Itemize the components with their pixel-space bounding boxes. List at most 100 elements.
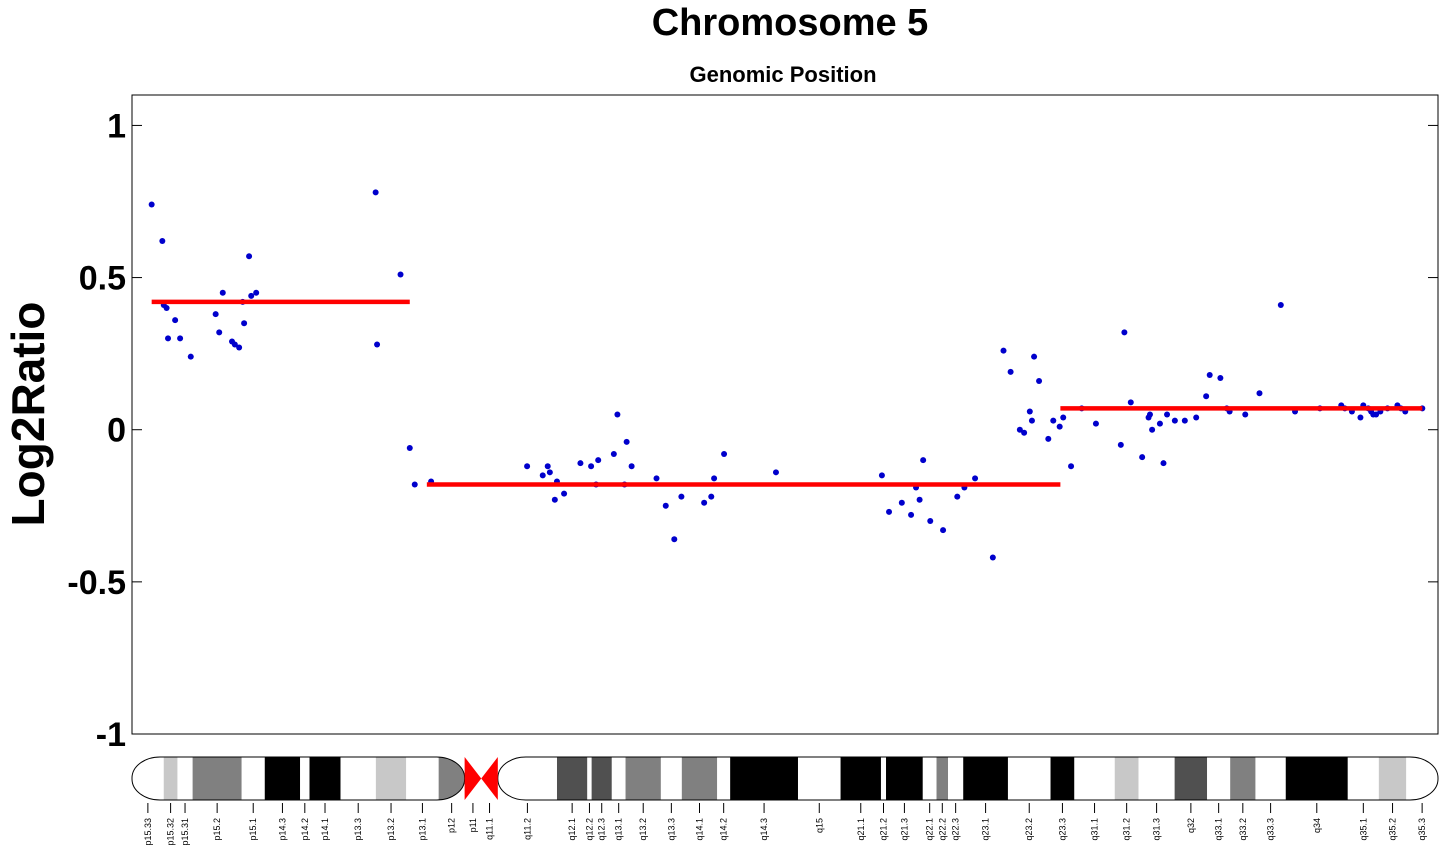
data-point — [940, 527, 947, 534]
ideogram-band — [1114, 757, 1139, 800]
data-point — [1357, 414, 1364, 421]
data-point — [163, 305, 170, 311]
band-label: q11.2 — [522, 818, 532, 840]
data-point — [623, 438, 630, 445]
band-label: p15.32 — [166, 818, 176, 846]
data-point — [1156, 420, 1163, 427]
data-point — [1242, 411, 1249, 418]
band-label: q31.1 — [1090, 818, 1100, 841]
band-label: q13.2 — [638, 818, 648, 841]
data-point — [1217, 374, 1224, 381]
band-label: p13.1 — [417, 818, 427, 841]
data-point — [1092, 420, 1099, 427]
band-label: q22.2 — [937, 818, 947, 841]
band-label: p15.31 — [180, 818, 190, 846]
data-point — [1021, 429, 1028, 436]
data-point — [1036, 378, 1043, 385]
data-point — [411, 481, 418, 488]
data-point — [653, 475, 660, 482]
band-label: q14.3 — [759, 818, 769, 841]
ideogram-band — [1230, 757, 1256, 800]
data-point — [172, 317, 179, 324]
data-point — [972, 475, 979, 482]
chromosome-ideogram — [131, 756, 1439, 801]
band-label: q22.1 — [925, 818, 935, 841]
band-label: p14.1 — [320, 818, 330, 841]
data-point — [1181, 417, 1188, 424]
band-label: p13.2 — [386, 818, 396, 841]
band-label: q23.2 — [1024, 818, 1034, 841]
data-point — [148, 201, 155, 208]
band-label: p14.2 — [300, 818, 310, 841]
band-label: q34 — [1312, 818, 1322, 833]
data-point — [406, 444, 413, 451]
segment-lines — [151, 299, 1423, 487]
data-point — [1146, 411, 1153, 418]
ideogram-band — [1255, 757, 1286, 800]
centromere-q — [481, 757, 498, 800]
data-point — [1193, 414, 1200, 421]
data-point — [1121, 329, 1128, 336]
band-label: q12.1 — [567, 818, 577, 841]
data-point — [577, 460, 584, 467]
band-label: p14.3 — [277, 818, 287, 841]
data-point — [662, 502, 669, 509]
band-label: p15.33 — [143, 818, 153, 846]
ideogram-band — [1074, 757, 1115, 800]
y-tick-label: -0.5 — [67, 564, 126, 602]
data-point — [927, 518, 934, 524]
data-point — [1373, 411, 1380, 418]
data-point — [595, 457, 602, 464]
y-tick-label: 1 — [107, 107, 126, 145]
y-axis: 1 0.5 0 -0.5 -1 — [67, 107, 1438, 754]
band-label: q35.1 — [1358, 818, 1368, 841]
band-label: q33.1 — [1214, 818, 1224, 841]
ideogram-band — [880, 757, 887, 800]
data-point — [628, 463, 635, 470]
data-point — [878, 472, 885, 479]
ideogram-band — [264, 757, 301, 800]
data-point — [187, 353, 194, 360]
ideogram-band — [717, 757, 731, 800]
band-label: q35.2 — [1388, 818, 1398, 841]
data-point — [1016, 426, 1023, 433]
data-point — [1164, 411, 1171, 418]
ideogram-band — [1207, 757, 1231, 800]
data-point — [671, 536, 678, 543]
ideogram-band — [1050, 757, 1075, 800]
y-tick-label: 0 — [107, 412, 126, 450]
ideogram-band — [1138, 757, 1175, 800]
data-point — [701, 499, 708, 506]
data-point — [372, 189, 379, 196]
data-point — [561, 490, 568, 497]
centromere-p — [464, 757, 482, 800]
ideogram-band — [497, 757, 557, 800]
ideogram-band — [375, 757, 407, 800]
data-point — [1026, 408, 1033, 415]
ideogram-band — [625, 757, 661, 800]
data-point — [989, 554, 996, 561]
data-point — [908, 511, 915, 518]
data-point — [544, 463, 551, 470]
data-point — [397, 271, 404, 278]
ideogram-band — [438, 757, 465, 800]
band-label: q35.3 — [1417, 818, 1427, 841]
ideogram-band — [556, 757, 588, 800]
data-point — [954, 493, 961, 500]
band-label: q15 — [814, 818, 824, 833]
ideogram-band — [1007, 757, 1051, 800]
data-point — [1000, 347, 1007, 354]
data-point — [539, 472, 546, 479]
data-point — [546, 469, 553, 476]
data-point — [772, 469, 779, 476]
band-label: q13.3 — [666, 818, 676, 841]
data-point — [1139, 454, 1146, 461]
ideogram-band — [591, 757, 612, 800]
ideogram-band — [963, 757, 1008, 800]
data-point — [524, 463, 531, 470]
ideogram-band — [177, 757, 193, 800]
data-point — [1060, 414, 1067, 421]
ideogram-band — [948, 757, 964, 800]
ideogram-band — [922, 757, 937, 800]
